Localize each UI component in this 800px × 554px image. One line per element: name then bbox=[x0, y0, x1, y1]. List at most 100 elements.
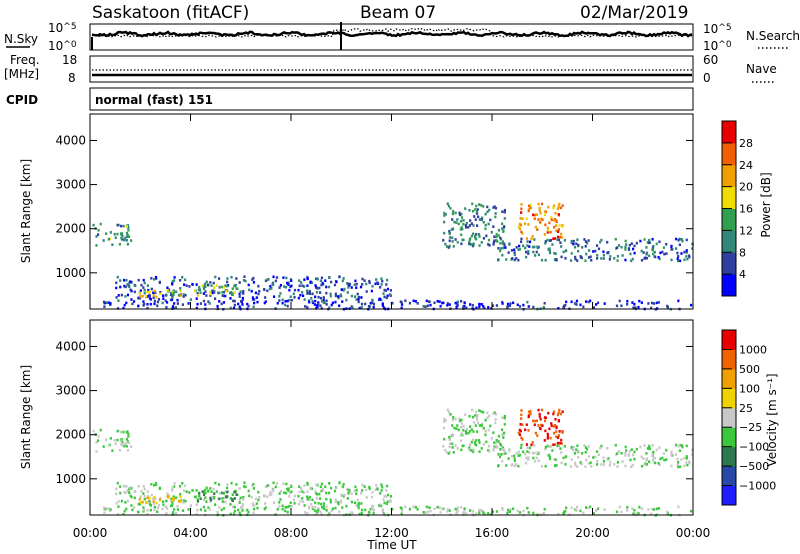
y-tick-label: 4000 bbox=[55, 339, 86, 353]
power-cell bbox=[448, 236, 452, 239]
velocity-cell bbox=[443, 437, 446, 441]
velocity-cell bbox=[386, 484, 389, 488]
velocity-cell bbox=[626, 509, 629, 512]
power-cell bbox=[196, 302, 199, 306]
power-cell bbox=[614, 237, 617, 241]
velocity-cell bbox=[169, 499, 173, 503]
power-cell bbox=[111, 243, 114, 247]
power-cell bbox=[195, 283, 198, 286]
power-cell bbox=[637, 305, 640, 309]
velocity-cell bbox=[560, 461, 563, 465]
power-cell bbox=[493, 239, 496, 243]
power-cell bbox=[557, 238, 561, 242]
velocity-cell bbox=[595, 450, 599, 453]
velocity-cell bbox=[231, 493, 234, 496]
velocity-cell bbox=[606, 446, 609, 450]
power-cell bbox=[138, 291, 141, 295]
power-cell bbox=[376, 281, 379, 285]
velocity-cell bbox=[251, 484, 254, 487]
velocity-cell bbox=[474, 424, 477, 427]
station-title: Saskatoon (fitACF) bbox=[92, 3, 249, 23]
power-cell bbox=[171, 279, 175, 283]
power-cell bbox=[284, 303, 287, 307]
velocity-cell bbox=[655, 448, 658, 452]
power-cell bbox=[131, 302, 134, 306]
velocity-cell bbox=[125, 437, 129, 441]
power-cell bbox=[446, 202, 449, 206]
power-cell bbox=[389, 293, 392, 296]
velocity-cell bbox=[451, 424, 454, 427]
velocity-cell bbox=[556, 436, 560, 440]
velocity-cell bbox=[464, 429, 467, 433]
velocity-cell bbox=[645, 452, 648, 455]
power-cell bbox=[445, 245, 449, 248]
power-cell bbox=[370, 289, 373, 293]
velocity-cell bbox=[239, 506, 243, 509]
power-cell bbox=[651, 301, 654, 305]
power-cell bbox=[105, 301, 108, 304]
power-cell bbox=[146, 306, 149, 310]
velocity-cell bbox=[542, 511, 545, 515]
velocity-cell bbox=[524, 428, 527, 432]
power-cell bbox=[517, 225, 520, 229]
power-cell bbox=[548, 239, 551, 242]
power-cell bbox=[177, 293, 181, 297]
velocity-cell bbox=[475, 512, 478, 516]
power-cell bbox=[209, 281, 212, 284]
velocity-cell bbox=[374, 488, 377, 492]
velocity-cell bbox=[122, 512, 125, 516]
velocity-cell bbox=[233, 505, 236, 509]
velocity-cell bbox=[116, 481, 119, 485]
power-cell bbox=[351, 306, 354, 309]
velocity-data bbox=[92, 408, 694, 517]
power-cell bbox=[355, 286, 358, 290]
velocity-cell bbox=[527, 456, 530, 459]
power-cell bbox=[257, 284, 260, 288]
power-cell bbox=[472, 244, 475, 247]
power-cell bbox=[502, 246, 505, 250]
velocity-cell bbox=[462, 428, 465, 432]
power-cell bbox=[511, 257, 514, 260]
power-cell bbox=[638, 299, 641, 303]
nave-tick-low: 0 bbox=[703, 71, 711, 85]
velocity-cell bbox=[284, 506, 287, 509]
velocity-cell bbox=[361, 483, 364, 487]
power-cell bbox=[459, 228, 462, 231]
velocity-cell bbox=[327, 491, 331, 495]
velocity-cell bbox=[170, 504, 174, 508]
power-cell bbox=[476, 208, 479, 211]
velocity-cell bbox=[195, 512, 198, 516]
velocity-cell bbox=[592, 456, 595, 459]
velocity-cell bbox=[287, 487, 290, 491]
power-cell bbox=[553, 218, 557, 221]
power-cell bbox=[381, 304, 385, 308]
velocity-cell bbox=[288, 504, 291, 508]
power-cell bbox=[247, 304, 250, 308]
power-cell bbox=[358, 306, 361, 310]
velocity-cell bbox=[584, 446, 588, 449]
power-cell bbox=[284, 300, 287, 303]
power-cell bbox=[500, 222, 504, 226]
velocity-cell bbox=[494, 412, 498, 416]
power-cell bbox=[507, 251, 510, 254]
power-cell bbox=[143, 281, 146, 285]
velocity-cell bbox=[252, 482, 255, 486]
power-cell bbox=[254, 291, 257, 295]
power-cell bbox=[624, 239, 627, 243]
power-cell bbox=[386, 278, 389, 282]
power-cell bbox=[241, 303, 244, 306]
power-cell bbox=[272, 275, 275, 279]
velocity-cell bbox=[633, 457, 636, 461]
power-cell bbox=[120, 293, 123, 297]
freq-label-1: Freq. bbox=[10, 53, 40, 67]
velocity-cell bbox=[535, 456, 538, 460]
power-cell bbox=[348, 282, 352, 286]
velocity-cell bbox=[122, 430, 125, 434]
power-cell bbox=[371, 301, 374, 305]
velocity-cell bbox=[275, 482, 279, 485]
velocity-cell bbox=[182, 499, 185, 502]
power-cell bbox=[132, 300, 136, 303]
velocity-cell bbox=[272, 481, 275, 485]
velocity-cell bbox=[533, 423, 536, 427]
